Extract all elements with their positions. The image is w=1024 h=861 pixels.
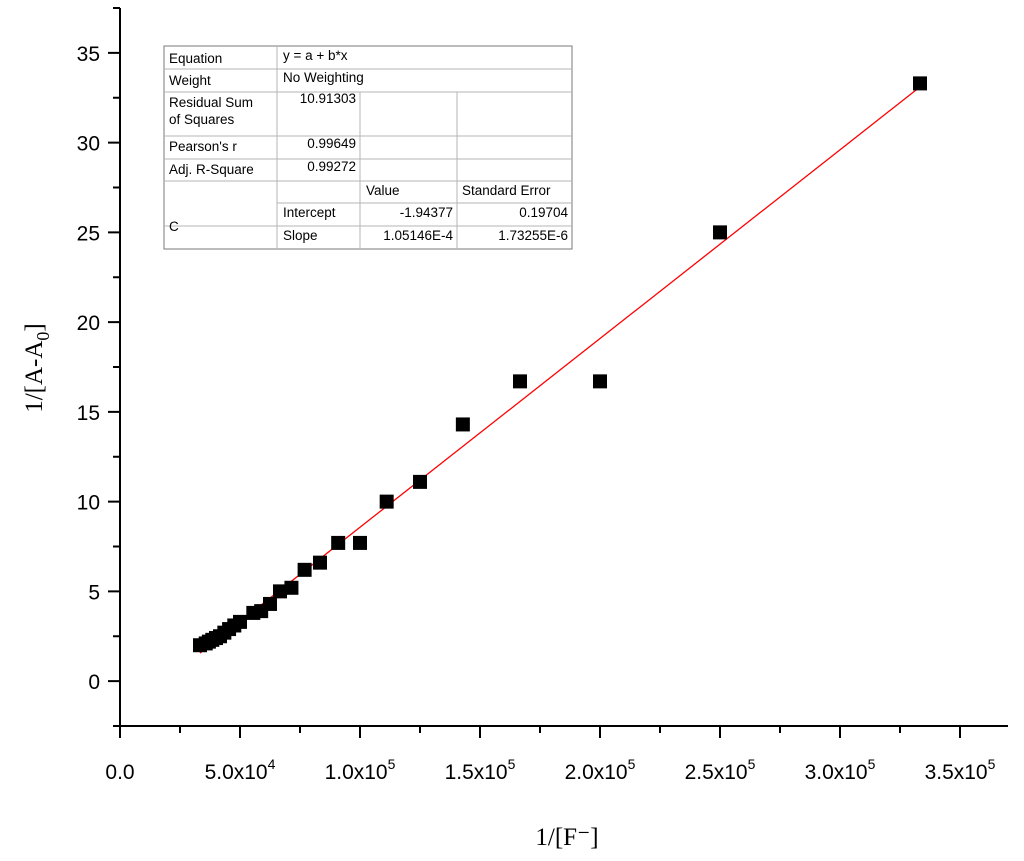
data-point xyxy=(233,614,247,629)
table-param-value: 1.05146E-4 xyxy=(383,228,453,243)
x-tick-label: 2.0x105 xyxy=(565,756,636,784)
data-point xyxy=(413,474,427,489)
data-point xyxy=(353,535,367,550)
data-point xyxy=(284,580,299,595)
table-value: 10.91303 xyxy=(300,91,356,106)
data-point xyxy=(297,562,312,577)
table-label: Adj. R-Square xyxy=(169,162,254,177)
table-value: y = a + b*x xyxy=(283,48,348,63)
y-tick-label: 10 xyxy=(77,492,100,515)
table-param-error: 1.73255E-6 xyxy=(498,228,568,243)
data-point xyxy=(273,584,288,599)
table-param-name: Slope xyxy=(283,228,318,243)
table-frame xyxy=(163,45,573,250)
x-tick-label: 1.0x105 xyxy=(325,756,396,784)
table-value: 0.99272 xyxy=(307,159,356,174)
table-param-value: -1.94377 xyxy=(400,205,453,220)
x-tick-label: 5.0x104 xyxy=(205,756,276,784)
y-tick-label: 35 xyxy=(77,43,100,66)
table-label: of Squares xyxy=(169,112,235,127)
data-point xyxy=(713,225,727,240)
data-point xyxy=(263,596,277,611)
x-tick-label: 1.5x105 xyxy=(445,756,516,784)
y-tick-label: 15 xyxy=(77,402,100,425)
axis-titles: 1/[F⁻] 1/[A-A0] xyxy=(21,323,599,851)
table-value: No Weighting xyxy=(283,70,364,85)
table-label: Pearson's r xyxy=(169,139,237,154)
x-tick-label: 3.0x105 xyxy=(805,756,876,784)
table-header: Standard Error xyxy=(462,183,551,198)
y-axis-title: 1/[A-A0] xyxy=(21,323,53,413)
x-tick-label: 2.5x105 xyxy=(685,756,756,784)
table-label: Equation xyxy=(169,51,222,66)
x-tick-label: 0.0 xyxy=(105,761,134,784)
data-point xyxy=(593,374,607,389)
data-point xyxy=(455,417,470,432)
data-point xyxy=(513,374,528,389)
table-param-name: Intercept xyxy=(283,205,336,220)
axes-layer: 0.0 5.0x104 1.0x105 1.5x105 2.0x105 2.5x105 3.… xyxy=(77,7,1008,784)
points-layer xyxy=(192,76,927,653)
table-header: Value xyxy=(366,183,400,198)
data-point xyxy=(912,76,927,91)
table-label: Residual Sum xyxy=(169,95,253,110)
y-tick-label: 25 xyxy=(77,222,100,245)
x-axis-title: 1/[F⁻] xyxy=(535,824,598,851)
table-value: 0.99649 xyxy=(307,136,356,151)
x-tick-label: 3.5x105 xyxy=(925,756,996,784)
y-tick-label: 30 xyxy=(77,133,100,156)
data-point xyxy=(379,494,394,509)
y-tick-label: 5 xyxy=(88,581,100,604)
fit-results-table: Equation y = a + b*x Weight No Weighting Res… xyxy=(163,45,573,250)
table-label: Weight xyxy=(169,73,211,88)
table-group-label: C xyxy=(169,219,179,234)
y-tick-label: 20 xyxy=(77,312,100,335)
y-tick-label: 0 xyxy=(88,671,100,694)
data-point xyxy=(331,535,346,550)
table-param-error: 0.19704 xyxy=(519,205,568,220)
data-point xyxy=(312,555,327,570)
